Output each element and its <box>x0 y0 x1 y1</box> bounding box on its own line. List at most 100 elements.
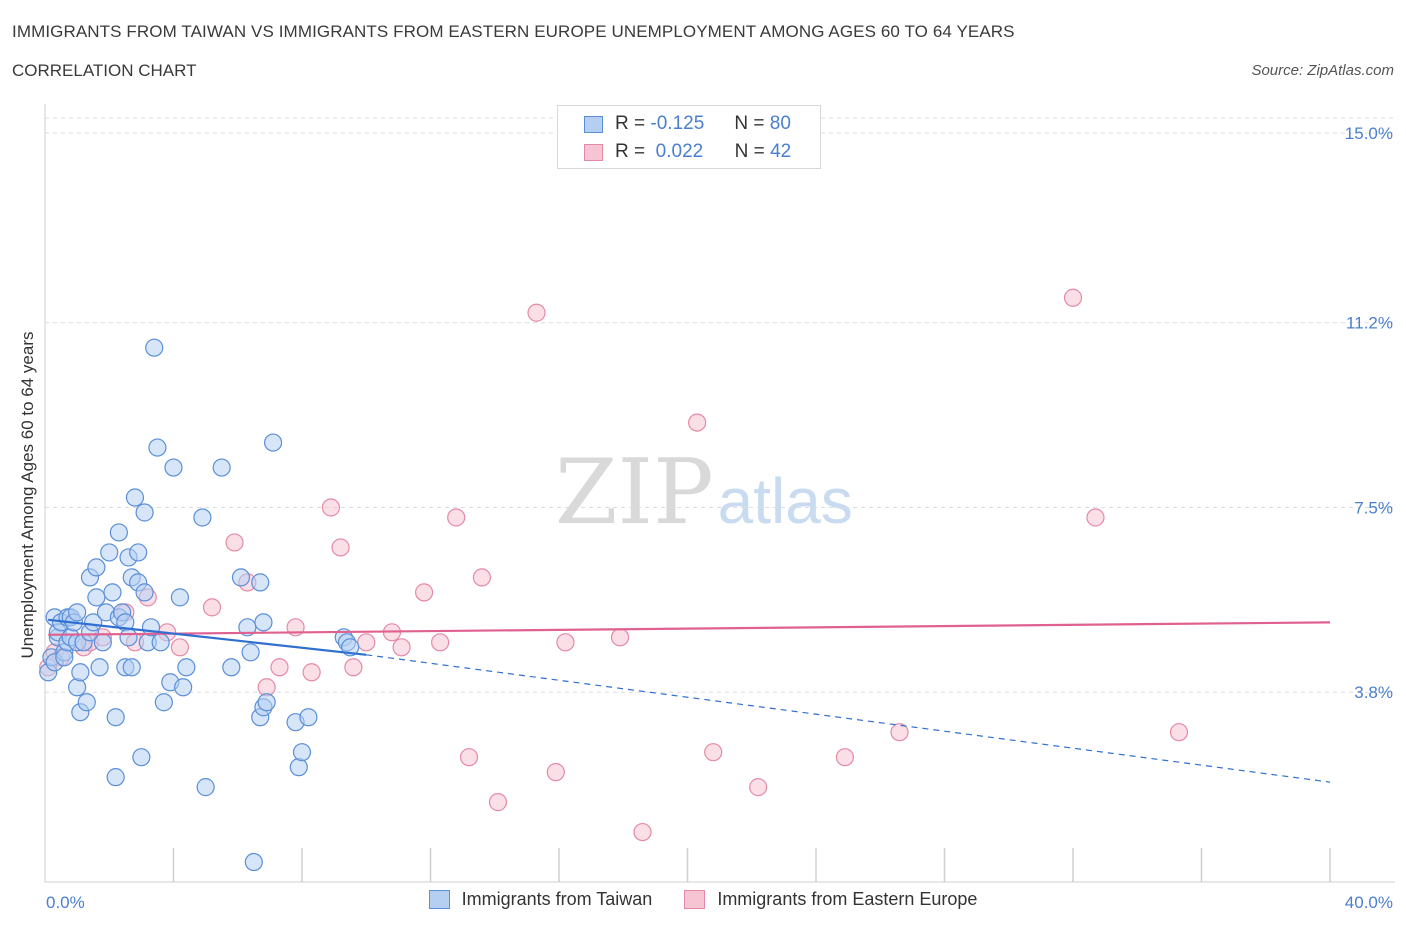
data-point-eastern-europe <box>270 658 289 677</box>
y-tick-label: 3.8% <box>1354 683 1393 702</box>
legend-row-taiwan: R = -0.125 N = 80 <box>584 112 791 136</box>
data-point-taiwan <box>177 658 196 677</box>
data-point-taiwan <box>68 678 87 697</box>
legend-row-eastern-europe: R = 0.022 N = 42 <box>584 140 791 164</box>
data-point-taiwan <box>263 433 283 452</box>
data-point-taiwan <box>257 693 276 712</box>
data-point-taiwan <box>84 613 103 632</box>
data-point-taiwan <box>244 852 263 872</box>
data-point-taiwan <box>129 543 148 562</box>
source-label: Source: ZipAtlas.com <box>1251 62 1394 79</box>
series-eastern-europe <box>39 288 1189 842</box>
data-point-taiwan <box>292 743 312 762</box>
x-tick-label: 40.0% <box>1345 893 1393 912</box>
trend-line-eastern-europe <box>48 621 1331 636</box>
data-point-eastern-europe <box>331 538 350 557</box>
data-point-taiwan <box>106 768 125 787</box>
data-point-eastern-europe <box>459 748 479 767</box>
data-point-eastern-europe <box>302 663 321 682</box>
gridlines <box>45 117 1395 693</box>
data-point-eastern-europe <box>1169 723 1189 742</box>
data-point-taiwan <box>154 693 173 712</box>
data-point-taiwan <box>135 583 154 602</box>
series-legend-label-eastern-europe: Immigrants from Eastern Europe <box>717 889 978 909</box>
y-tick-label: 15.0% <box>1345 124 1393 143</box>
series-taiwan <box>39 338 360 872</box>
series-legend-eastern-europe[interactable]: Immigrants from Eastern Europe <box>684 889 977 910</box>
data-point-taiwan <box>93 633 112 652</box>
data-point-taiwan <box>119 628 138 647</box>
data-point-eastern-europe <box>610 628 630 647</box>
data-point-eastern-europe <box>414 583 434 602</box>
data-point-taiwan <box>125 488 145 507</box>
data-point-taiwan <box>251 573 270 592</box>
series-legend-taiwan[interactable]: Immigrants from Taiwan <box>428 889 653 910</box>
data-point-taiwan <box>87 558 106 577</box>
y-tick-label: 11.2% <box>1346 314 1393 333</box>
trend-lines <box>48 618 1331 783</box>
y-tick-label: 7.5% <box>1354 498 1393 517</box>
data-point-taiwan <box>289 758 308 777</box>
chart-title: IMMIGRANTS FROM TAIWAN VS IMMIGRANTS FRO… <box>12 22 1015 41</box>
watermark: ZIPatlas <box>555 440 853 545</box>
data-point-eastern-europe <box>688 413 707 432</box>
data-point-taiwan <box>241 643 260 662</box>
data-point-eastern-europe <box>835 748 855 767</box>
data-point-eastern-europe <box>1086 508 1105 527</box>
legend-n-label: N = <box>734 113 765 134</box>
data-point-eastern-europe <box>447 508 466 527</box>
legend-n-value-eastern-europe: 42 <box>770 141 792 162</box>
data-point-eastern-europe <box>1063 288 1083 307</box>
series-legend-swatch-taiwan <box>428 890 450 909</box>
data-point-taiwan <box>299 708 318 727</box>
trend-line-taiwan-extrapolated <box>366 654 1331 783</box>
data-point-eastern-europe <box>357 633 376 652</box>
data-point-eastern-europe <box>472 568 491 587</box>
data-point-taiwan <box>145 338 164 357</box>
data-point-taiwan <box>68 603 87 622</box>
data-point-taiwan <box>254 613 273 632</box>
series-legend-label-taiwan: Immigrants from Taiwan <box>461 889 653 909</box>
data-point-eastern-europe <box>225 533 244 552</box>
legend-swatch-taiwan <box>584 115 603 133</box>
data-point-taiwan <box>103 583 122 602</box>
data-point-taiwan <box>132 748 151 767</box>
data-point-taiwan <box>135 503 154 522</box>
data-point-eastern-europe <box>556 633 575 652</box>
data-point-taiwan <box>106 708 125 727</box>
data-point-taiwan <box>109 523 128 542</box>
data-point-eastern-europe <box>321 498 341 517</box>
series-legend-swatch-eastern-europe <box>684 890 706 909</box>
data-point-taiwan <box>193 508 212 527</box>
data-point-taiwan <box>231 568 251 587</box>
data-point-eastern-europe <box>704 743 723 762</box>
watermark-zip: ZIP <box>555 440 714 545</box>
correlation-legend: R = -0.125 N = 80 R = 0.022 N = 42 <box>557 105 821 169</box>
data-point-taiwan <box>174 678 193 697</box>
data-point-taiwan <box>148 438 167 457</box>
legend-r-value-eastern-europe: 0.022 <box>655 141 704 162</box>
data-point-taiwan <box>164 458 183 477</box>
series-legend: Immigrants from Taiwan Immigrants from E… <box>0 889 1406 910</box>
data-point-eastern-europe <box>170 638 190 657</box>
data-point-taiwan <box>90 658 109 677</box>
data-point-eastern-europe <box>431 633 450 652</box>
axes <box>44 104 1395 883</box>
legend-r-label: R = <box>615 141 646 162</box>
data-point-taiwan <box>196 778 215 797</box>
legend-r-value-taiwan: -0.125 <box>650 113 705 134</box>
data-point-taiwan <box>87 588 106 607</box>
data-point-eastern-europe <box>546 763 565 782</box>
data-point-eastern-europe <box>202 598 222 617</box>
data-point-eastern-europe <box>392 638 411 657</box>
data-point-eastern-europe <box>749 778 768 797</box>
data-point-taiwan <box>151 633 170 652</box>
data-point-taiwan <box>170 588 190 607</box>
data-point-taiwan <box>100 543 119 562</box>
data-point-eastern-europe <box>488 793 508 812</box>
data-point-taiwan <box>71 663 90 682</box>
data-point-taiwan <box>55 648 74 667</box>
legend-n-value-taiwan: 80 <box>769 113 791 134</box>
data-point-eastern-europe <box>633 822 652 842</box>
